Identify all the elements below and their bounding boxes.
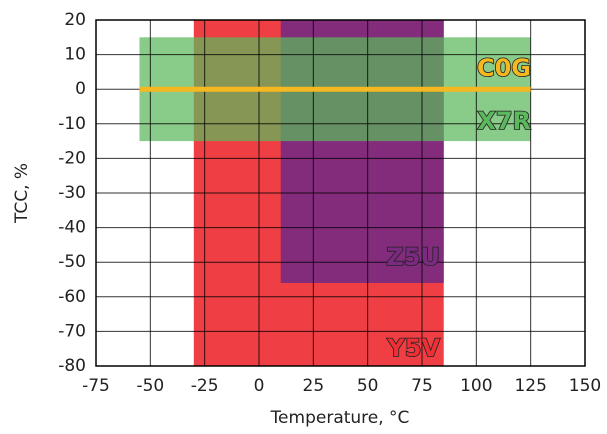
region-label: Y5V [386, 334, 440, 362]
y-tick-label: -20 [58, 148, 86, 168]
y-tick-label: -60 [58, 287, 86, 307]
x-tick-label: -50 [136, 376, 164, 396]
x-tick-label: -25 [191, 376, 219, 396]
y-tick-label: -30 [58, 183, 86, 203]
y-tick-label: -50 [58, 252, 86, 272]
region-label: X7R [477, 107, 531, 135]
y-tick-label: -40 [58, 218, 86, 238]
y-tick-label: 0 [75, 79, 86, 99]
x-tick-label: -75 [82, 376, 110, 396]
x-tick-label: 25 [303, 376, 325, 396]
x-tick-label: 0 [254, 376, 265, 396]
y-tick-label: -80 [58, 356, 86, 376]
x-tick-label: 100 [460, 376, 492, 396]
plot-frame [95, 19, 586, 367]
region-label: Z5U [386, 243, 440, 271]
y-tick-label: -10 [58, 114, 86, 134]
x-tick-label: 150 [569, 376, 601, 396]
x-tick-label: 75 [411, 376, 433, 396]
x-tick-label: 125 [514, 376, 546, 396]
region-label: C0G [477, 54, 531, 82]
y-tick-label: 20 [64, 10, 86, 30]
labels: Y5V Z5U X7R C0G [139, 53, 532, 363]
y-tick-label: 10 [64, 45, 86, 65]
x-axis-title: Temperature, °C [270, 408, 410, 428]
x-tick-label: 50 [357, 376, 379, 396]
y-tick-label: -70 [58, 321, 86, 341]
y-axis-title: TCC, % [12, 163, 32, 224]
